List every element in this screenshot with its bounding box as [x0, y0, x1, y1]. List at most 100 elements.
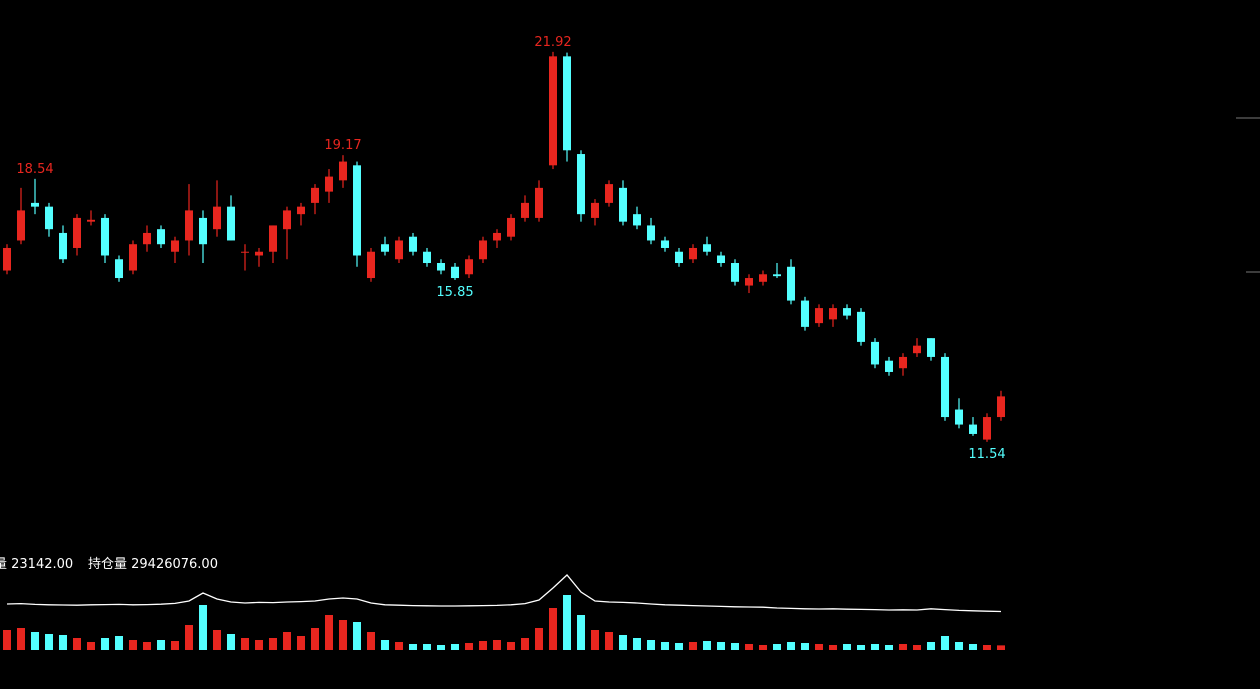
candle-body: [745, 278, 753, 286]
candle-body: [507, 217, 515, 237]
candle-body: [31, 202, 39, 207]
candle-body: [647, 225, 655, 241]
candle-body: [605, 184, 613, 203]
volume-bar: [731, 643, 739, 650]
candle-body: [339, 161, 347, 181]
volume-bar: [549, 608, 557, 650]
volume-bar: [787, 642, 795, 650]
volume-bar: [283, 632, 291, 650]
candle-body: [59, 232, 67, 260]
volume-bar: [31, 632, 39, 650]
volume-bar: [717, 642, 725, 650]
candle-body: [941, 356, 949, 418]
volume-bar: [633, 638, 641, 650]
volume-bar: [913, 645, 921, 650]
candle-body: [801, 300, 809, 327]
candle-body: [451, 266, 459, 279]
open-interest-line: [6, 574, 1002, 613]
candle-body: [829, 308, 837, 320]
volume-bar: [381, 640, 389, 650]
volume-bar: [493, 640, 501, 650]
candle-body: [899, 356, 907, 369]
candle-body: [367, 251, 375, 279]
volume-bar: [815, 644, 823, 650]
volume-bar: [997, 645, 1005, 650]
volume-bar: [941, 636, 949, 650]
volume-bar: [577, 615, 585, 650]
candle-body: [395, 240, 403, 260]
candle-body: [423, 251, 431, 264]
extreme-label: 21.92: [534, 35, 571, 50]
candle-body: [969, 424, 977, 434]
candle-body: [255, 251, 263, 256]
extreme-label: 19.17: [324, 138, 361, 153]
candle-body: [787, 266, 795, 301]
candle-body: [549, 56, 557, 166]
volume-bar: [325, 615, 333, 650]
volume-bar: [437, 645, 445, 650]
volume-bar: [759, 645, 767, 650]
volume-bar: [899, 644, 907, 650]
volume-bar: [675, 643, 683, 650]
volume-bar: [213, 630, 221, 650]
candle-body: [563, 56, 571, 151]
volume-bar: [843, 644, 851, 650]
volume-bar: [311, 628, 319, 650]
volume-bar: [17, 628, 25, 650]
candle-body: [157, 229, 165, 245]
candle-body: [311, 187, 319, 203]
candle-body: [101, 217, 109, 256]
candle-body: [269, 225, 277, 252]
volume-bar: [619, 635, 627, 650]
volume-bar: [661, 642, 669, 650]
candle-body: [857, 311, 865, 342]
volume-bar: [745, 644, 753, 650]
volume-bar: [45, 634, 53, 650]
volume-bar: [591, 630, 599, 650]
volume-bar: [507, 642, 515, 650]
volume-bar: [395, 642, 403, 650]
volume-bar: [479, 641, 487, 650]
volume-bar: [885, 645, 893, 650]
candle-body: [717, 255, 725, 264]
volume-bar: [563, 595, 571, 650]
candle-body: [759, 274, 767, 282]
candle-body: [731, 263, 739, 282]
candle-body: [843, 308, 851, 316]
volume-bar: [143, 642, 151, 650]
volume-bar: [983, 645, 991, 650]
candle-body: [493, 232, 501, 241]
candle-body: [983, 417, 991, 440]
volume-bar: [423, 644, 431, 650]
volume-bar: [73, 638, 81, 650]
candle-body: [465, 259, 473, 275]
volume-bar: [647, 640, 655, 650]
candle-body: [773, 274, 781, 277]
volume-bar: [129, 640, 137, 650]
candle-body: [927, 338, 935, 357]
volume-bar: [115, 636, 123, 650]
volume-bar: [857, 645, 865, 650]
candle-body: [409, 236, 417, 252]
candle-body: [479, 240, 487, 260]
candle-body: [619, 187, 627, 222]
volume-bar: [255, 640, 263, 650]
volume-label: 量 23142.00: [0, 557, 73, 572]
candle-body: [241, 251, 249, 253]
candle-body: [283, 210, 291, 230]
candle-body: [535, 187, 543, 218]
volume-bar: [227, 634, 235, 650]
candle-body: [885, 360, 893, 372]
volume-bar: [703, 641, 711, 650]
extreme-label: 11.54: [968, 447, 1005, 462]
candle-body: [115, 259, 123, 279]
candle-body: [297, 206, 305, 215]
candle-body: [325, 176, 333, 192]
candle-body: [591, 202, 599, 218]
volume-bar: [241, 638, 249, 650]
volume-bar: [955, 642, 963, 650]
volume-bar: [801, 643, 809, 650]
volume-bar: [339, 620, 347, 650]
